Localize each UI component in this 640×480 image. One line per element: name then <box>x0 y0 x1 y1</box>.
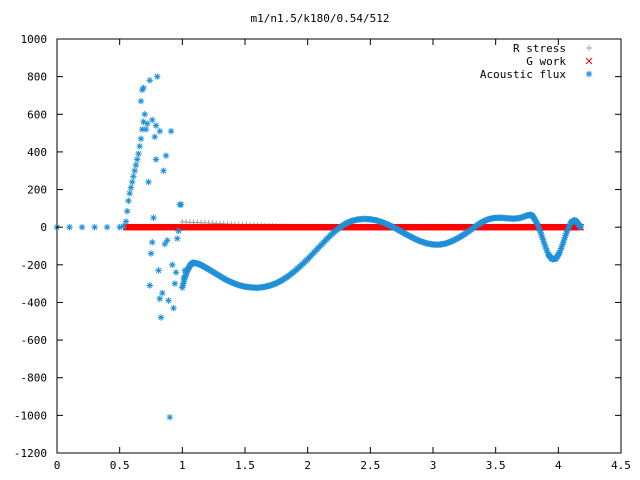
acoustic-flux-point <box>146 282 153 289</box>
acoustic-flux-point <box>134 156 141 163</box>
acoustic-flux-point <box>156 295 163 302</box>
acoustic-flux-point <box>165 297 172 304</box>
y-tick-label: -1000 <box>14 409 47 422</box>
acoustic-flux-point <box>160 167 167 174</box>
acoustic-flux-point <box>157 314 165 321</box>
x-tick-label: 0 <box>54 459 61 472</box>
x-tick-label: 0.5 <box>110 459 130 472</box>
acoustic-flux-point <box>132 161 140 169</box>
acoustic-flux-point <box>152 156 160 163</box>
y-tick-label: 400 <box>27 146 47 159</box>
acoustic-flux-point <box>136 143 143 150</box>
acoustic-flux-point <box>170 304 177 312</box>
acoustic-flux-point <box>175 227 182 235</box>
acoustic-flux-point <box>172 269 180 276</box>
acoustic-flux-point <box>149 116 156 124</box>
acoustic-flux-point <box>91 223 98 231</box>
y-tick-label: -800 <box>21 372 48 385</box>
acoustic-flux-point <box>130 173 137 180</box>
acoustic-flux-point <box>123 207 131 215</box>
acoustic-flux-point <box>151 133 158 141</box>
acoustic-flux-point <box>177 201 185 208</box>
acoustic-flux-point <box>127 184 135 191</box>
acoustic-flux-point <box>152 122 160 129</box>
acoustic-flux-point <box>78 223 86 231</box>
chart-title: m1/n1.5/k180/0.54/512 <box>250 12 389 25</box>
legend-label: Acoustic flux <box>480 68 566 81</box>
y-tick-label: -200 <box>21 259 48 272</box>
acoustic-flux-point <box>122 218 130 225</box>
acoustic-flux-point <box>174 235 181 242</box>
acoustic-flux-point <box>129 178 136 186</box>
acoustic-flux-point <box>577 223 585 231</box>
acoustic-flux-point <box>159 289 166 297</box>
y-tick-label: -400 <box>21 296 48 309</box>
acoustic-flux-point <box>141 111 148 118</box>
y-tick-label: 200 <box>27 184 47 197</box>
acoustic-flux-point <box>150 214 157 221</box>
x-tick-label: 1.5 <box>235 459 255 472</box>
acoustic-flux-point <box>155 267 162 274</box>
y-tick-label: 0 <box>40 221 47 234</box>
acoustic-flux-point <box>131 167 138 174</box>
acoustic-flux-point <box>137 135 145 142</box>
acoustic-flux-point <box>171 280 179 287</box>
acoustic-flux-point <box>120 223 127 230</box>
y-tick-label: 600 <box>27 108 47 121</box>
y-tick-label: -600 <box>21 334 48 347</box>
legend-label: G work <box>526 55 566 68</box>
y-tick-label: -1200 <box>14 447 47 460</box>
x-tick-label: 1 <box>179 459 186 472</box>
acoustic-flux-point <box>135 150 142 157</box>
acoustic-flux-point <box>125 197 132 205</box>
acoustic-flux-point <box>142 126 150 133</box>
legend-marker <box>585 70 593 78</box>
acoustic-flux-point <box>146 77 153 84</box>
plot-frame <box>56 38 622 454</box>
acoustic-flux-point <box>169 261 176 269</box>
x-tick-label: 4 <box>555 459 562 472</box>
acoustic-flux-point <box>161 240 168 248</box>
acoustic-flux-point <box>116 223 123 231</box>
acoustic-flux-point <box>147 250 155 257</box>
acoustic-flux-point <box>156 128 163 135</box>
y-tick-label: 1000 <box>21 33 48 46</box>
acoustic-flux-point <box>126 190 133 197</box>
acoustic-flux-point <box>144 120 151 127</box>
acoustic-flux-point <box>145 178 152 186</box>
acoustic-flux-point <box>103 223 111 231</box>
x-tick-label: 3.5 <box>486 459 506 472</box>
acoustic-flux-point <box>154 73 161 80</box>
x-tick-label: 4.5 <box>611 459 631 472</box>
legend-label: R stress <box>513 42 566 55</box>
plot-layer <box>53 73 585 421</box>
acoustic-flux-point <box>137 97 145 105</box>
acoustic-flux-point <box>167 128 175 135</box>
x-tick-label: 2 <box>304 459 311 472</box>
legend-marker <box>585 57 593 65</box>
x-tick-label: 3 <box>430 459 437 472</box>
axes-layer: 0 0.5 1 1.5 2 2.5 3 3.5 4 4.5 -1200 -1000 -800 -600 -4… <box>14 33 631 472</box>
acoustic-flux-point <box>166 414 173 421</box>
acoustic-flux-point <box>162 152 170 159</box>
x-tick-label: 2.5 <box>360 459 380 472</box>
acoustic-flux-point <box>149 239 156 246</box>
legend-marker <box>586 45 592 51</box>
acoustic-flux-point <box>140 84 147 92</box>
y-tick-label: 800 <box>27 71 47 84</box>
acoustic-flux-point <box>164 237 171 244</box>
acoustic-flux-point <box>66 223 73 231</box>
